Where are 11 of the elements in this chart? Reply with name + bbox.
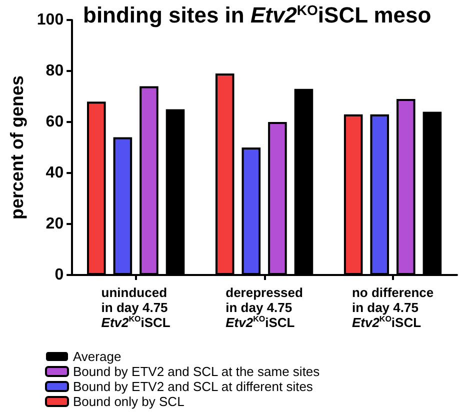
y-tick-label: 0	[54, 266, 64, 284]
y-tick-label: 100	[36, 12, 64, 28]
y-tick-label: 60	[46, 114, 64, 130]
legend-label: Bound by ETV2 and SCL at the same sites	[73, 364, 320, 379]
legend-label: Bound by ETV2 and SCL at different sites	[73, 379, 314, 394]
y-tick-label: 20	[46, 216, 64, 232]
legend-label: Bound only by SCL	[73, 394, 184, 409]
y-tick-label: 40	[46, 164, 64, 182]
y-tick-label: 80	[46, 62, 64, 80]
y-axis-title: percent of genes	[7, 75, 27, 220]
legend-label: Average	[73, 349, 122, 364]
